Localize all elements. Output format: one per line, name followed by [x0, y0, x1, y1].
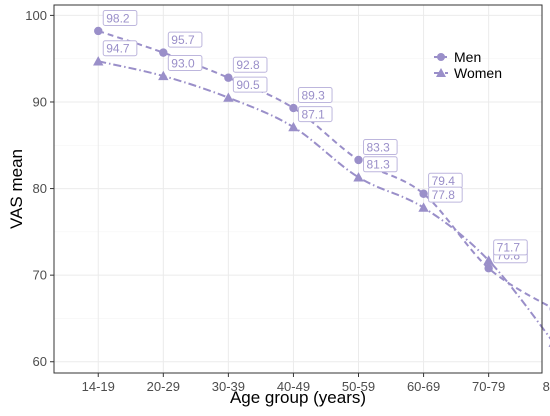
y-tick-label: 60 — [33, 354, 47, 369]
data-label-men-box — [232, 56, 268, 73]
point-men — [289, 103, 298, 113]
point-men — [484, 264, 493, 273]
x-tick-label: 20-29 — [147, 379, 180, 394]
point-women — [288, 121, 299, 132]
data-label-women: 81.3 — [367, 158, 391, 172]
point-women — [353, 172, 364, 182]
point-women — [418, 202, 429, 212]
axes: 60 70 80 90 100 14-19 20-29 30-39 40-49 50-59 60-6… — [25, 8, 550, 394]
y-tick-label: 70 — [33, 268, 47, 283]
x-tick-label: 60-69 — [407, 379, 440, 394]
x-tick-label: 14-19 — [82, 379, 115, 394]
legend-triangle-icon — [436, 68, 446, 77]
point-women — [483, 255, 494, 265]
point-women — [223, 92, 234, 102]
data-labels: 98.295.792.889.383.379.470.866.194.793.0… — [102, 9, 528, 264]
data-label-men-box — [167, 31, 203, 48]
data-label-men: 95.7 — [171, 33, 195, 47]
legend-circle-icon — [437, 53, 445, 61]
data-label-women-box — [102, 40, 138, 57]
y-tick-label: 90 — [33, 94, 47, 109]
y-tick-label: 80 — [33, 181, 47, 196]
point-men — [419, 189, 428, 198]
x-tick-label: 70-79 — [472, 379, 505, 394]
legend-label-women: Women — [454, 65, 502, 81]
y-axis-title: VAS mean — [7, 149, 26, 229]
legend-label-men: Men — [454, 49, 481, 65]
point-men — [94, 26, 103, 36]
point-women — [93, 56, 104, 66]
data-label-women-box — [428, 186, 463, 203]
x-tick-label: 40-49 — [277, 379, 310, 394]
data-label-men-box — [297, 87, 333, 104]
data-label-women-box — [493, 239, 528, 256]
point-men — [159, 48, 168, 57]
point-women — [158, 70, 169, 81]
point-men — [224, 73, 233, 82]
data-label-women-box — [167, 55, 203, 72]
data-label-women: 90.5 — [236, 78, 260, 92]
data-label-women: 87.1 — [301, 107, 325, 121]
data-label-women: 94.7 — [106, 42, 130, 56]
data-label-men-box — [363, 138, 398, 155]
data-label-men-box — [102, 9, 138, 26]
series-line-women — [98, 60, 550, 340]
point-men — [354, 155, 363, 165]
x-tick-label: 80+ — [543, 379, 550, 394]
data-label-men: 92.8 — [236, 58, 260, 72]
data-label-men: 89.3 — [301, 88, 325, 102]
legend: Men Women — [434, 49, 502, 81]
data-label-men: 98.2 — [106, 11, 130, 25]
data-label-men: 79.4 — [432, 174, 456, 188]
x-tick-label: 50-59 — [342, 379, 375, 394]
series-line-men — [97, 30, 550, 308]
y-tick-label: 100 — [25, 8, 47, 23]
data-label-women: 93.0 — [171, 56, 195, 70]
data-label-women-box — [363, 156, 398, 173]
data-label-women-box — [297, 106, 333, 123]
data-label-men: 83.3 — [367, 140, 391, 154]
data-label-women: 71.7 — [497, 241, 521, 255]
series-layer — [93, 26, 550, 347]
data-label-women: 77.8 — [432, 188, 456, 202]
x-axis-title: Age group (years) — [230, 388, 366, 407]
x-tick-label: 30-39 — [212, 379, 245, 394]
data-label-women-box — [232, 76, 268, 93]
